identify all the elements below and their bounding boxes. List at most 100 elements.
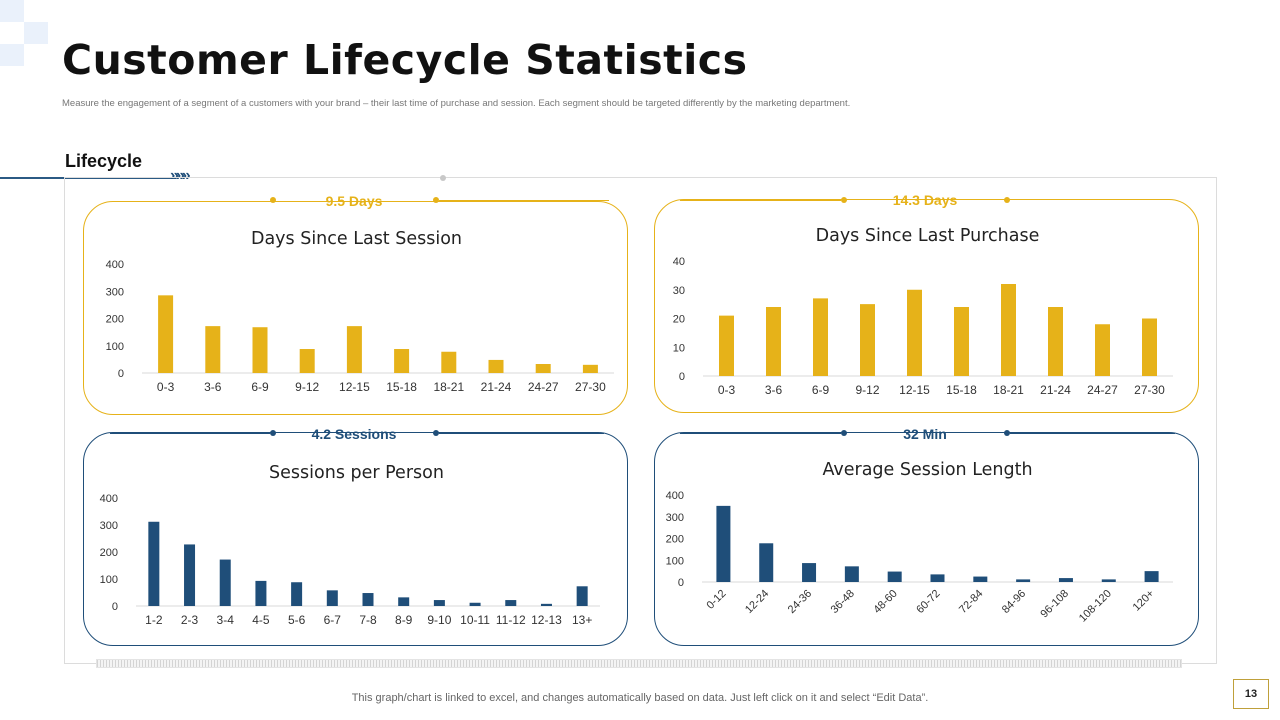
bar[interactable] [255,580,267,606]
x-tick-label: 0-12 [704,588,728,612]
chart-title: Days Since Last Purchase [816,226,1040,246]
y-tick-label: 0 [112,601,118,613]
bar[interactable] [907,289,922,376]
bar[interactable] [1058,578,1073,582]
connector-dot [440,175,446,181]
x-tick-label: 96-108 [1038,588,1071,621]
x-tick-label: 12-15 [899,383,930,397]
corner-decoration [24,22,48,44]
bar[interactable] [469,602,481,606]
chart-title: Average Session Length [822,460,1032,480]
y-tick-label: 40 [673,256,685,268]
bar[interactable] [148,521,160,606]
bar[interactable] [291,582,303,606]
x-tick-label: 11-12 [496,613,526,627]
corner-decoration [0,44,24,66]
bar[interactable] [887,571,902,582]
y-tick-label: 300 [106,286,124,298]
tag-line [1010,433,1175,435]
tag-line [439,200,609,202]
bar[interactable] [205,326,221,373]
y-tick-label: 0 [118,368,124,380]
x-tick-label: 3-6 [765,383,783,397]
bar[interactable] [299,349,315,373]
bar[interactable] [398,597,410,606]
x-tick-label: 12-24 [743,588,771,616]
bar[interactable] [326,590,338,606]
x-tick-label: 8-9 [395,613,413,627]
bar[interactable] [252,327,268,373]
bar[interactable] [576,586,588,606]
panel-days-since-last-purchase: Days Since Last Purchase 0 10 20 30 40 0-3 3-6 6… [654,199,1199,413]
bar[interactable] [441,351,457,373]
tag-dot [433,197,439,203]
chart-average-session-length[interactable]: Average Session Length 0 100 200 300 400 0-12 1… [655,433,1200,647]
bar[interactable] [844,566,859,582]
bar[interactable] [535,364,551,373]
bar[interactable] [860,304,875,376]
x-tick-label: 27-30 [1134,383,1165,397]
chart-days-since-last-purchase[interactable]: Days Since Last Purchase 0 10 20 30 40 0-3 3-6 6… [655,200,1200,414]
bar[interactable] [488,359,504,373]
bar[interactable] [1001,284,1016,376]
y-tick-label: 100 [666,555,684,567]
bar[interactable] [184,544,196,606]
bar[interactable] [362,593,374,606]
bar[interactable] [219,559,231,606]
x-tick-label: 3-4 [217,613,235,627]
corner-decoration [0,0,24,22]
bar[interactable] [930,574,945,582]
x-tick-label: 21-24 [1040,383,1071,397]
bar[interactable] [346,326,362,373]
chart-title: Days Since Last Session [251,229,462,249]
panel-tag: 9.5 Days [325,193,383,209]
x-tick-label: 9-10 [427,613,451,627]
horizontal-scrollbar[interactable] [96,659,1182,668]
bar[interactable] [766,307,781,376]
x-tick-label: 6-9 [812,383,830,397]
y-tick-label: 400 [666,490,684,502]
bar[interactable] [719,315,734,376]
x-tick-label: 9-12 [855,383,879,397]
x-tick-label: 60-72 [914,588,942,616]
chevrons-right-icon: »»» [170,167,191,184]
panel-average-session-length: Average Session Length 0 100 200 300 400 0-12 1… [654,432,1199,646]
bar[interactable] [954,307,969,376]
x-tick-label: 72-84 [957,588,985,616]
bar[interactable] [973,576,988,582]
tag-dot [433,430,439,436]
x-tick-label: 21-24 [481,380,512,394]
bar[interactable] [1016,579,1031,582]
chart-sessions-per-person[interactable]: Sessions per Person 0 100 200 300 400 1-2 2-3 3-… [84,433,629,647]
bar[interactable] [1095,324,1110,376]
y-tick-label: 30 [673,285,685,297]
x-tick-label: 1-2 [145,613,163,627]
bar[interactable] [1048,307,1063,376]
bar[interactable] [394,349,410,373]
x-tick-label: 10-11 [460,613,490,627]
page-title: Customer Lifecycle Statistics [62,36,748,84]
bar[interactable] [540,603,552,606]
chart-days-since-last-session[interactable]: Days Since Last Session 0 100 200 300 400 0-3 3… [84,202,629,416]
x-tick-label: 24-27 [1087,383,1118,397]
connector-line [446,177,1217,178]
x-tick-label: 24-36 [786,588,814,616]
section-label: Lifecycle [65,151,143,171]
bar[interactable] [1142,318,1157,377]
bar[interactable] [813,298,828,376]
x-tick-label: 12-13 [531,613,562,627]
bar[interactable] [1101,579,1116,582]
bar[interactable] [802,563,817,582]
x-tick-label: 18-21 [993,383,1024,397]
bar[interactable] [1144,571,1159,582]
bar[interactable] [505,600,517,606]
bar[interactable] [433,600,445,606]
bar[interactable] [582,364,598,373]
bar[interactable] [716,505,731,582]
bar[interactable] [158,295,174,373]
panel-tag: 4.2 Sessions [311,426,397,442]
y-tick-label: 200 [100,547,118,559]
bar[interactable] [759,543,774,582]
x-tick-label: 12-15 [339,380,370,394]
page-subtitle: Measure the engagement of a segment of a… [62,98,851,109]
